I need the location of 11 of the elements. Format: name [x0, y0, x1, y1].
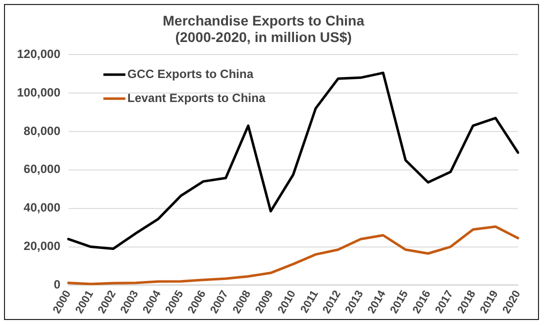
legend-label: GCC Exports to China [127, 66, 254, 81]
y-tick-label: 0 [54, 278, 61, 292]
y-tick-label: 80,000 [24, 124, 61, 138]
y-tick-label: 120,000 [16, 46, 61, 61]
y-tick-label: 40,000 [24, 200, 61, 215]
y-tick-label: 100,000 [16, 85, 61, 100]
text: (2000-2020, in million US$) [175, 29, 352, 46]
y-tick-label: 20,000 [24, 239, 61, 254]
legend-label: Levant Exports to China [127, 90, 266, 105]
text: Merchandise Exports to China [162, 12, 364, 28]
y-tick-label: 60,000 [24, 162, 61, 176]
